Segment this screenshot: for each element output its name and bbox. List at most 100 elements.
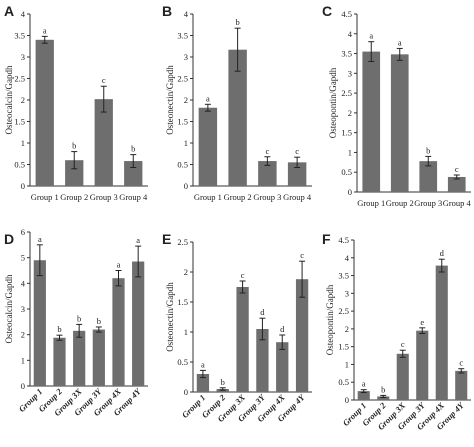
- panel-letter: B: [162, 3, 172, 19]
- y-tick-label: 3.5: [14, 31, 25, 41]
- x-tick-label: Group 1: [357, 198, 385, 208]
- y-axis-label: Osteopontin/Gapdh: [328, 67, 338, 138]
- y-tick-label: 4: [184, 9, 189, 19]
- y-tick-label: 1.5: [14, 117, 25, 127]
- significance-letter: c: [102, 75, 106, 85]
- y-tick-label: 1.5: [338, 342, 349, 352]
- y-tick-label: 1: [21, 355, 25, 365]
- y-tick-label: 3: [21, 304, 25, 314]
- significance-letter: d: [440, 248, 445, 258]
- bar: [53, 337, 66, 386]
- bar: [362, 51, 381, 193]
- y-tick-label: 0.5: [14, 160, 25, 170]
- significance-letter: c: [459, 358, 463, 368]
- bar: [94, 99, 113, 186]
- x-tick-label: Group 4: [443, 198, 472, 208]
- bar: [33, 260, 46, 386]
- bar: [435, 265, 448, 400]
- y-tick-label: 2: [21, 330, 25, 340]
- y-axis-label: Osteocalcin/Gapdh: [4, 274, 14, 343]
- significance-letter: d: [260, 307, 265, 317]
- y-tick-label: 1.5: [177, 297, 188, 307]
- significance-letter: a: [369, 31, 373, 41]
- y-tick-label: 0: [21, 381, 25, 391]
- y-tick-label: 0: [21, 181, 25, 191]
- significance-letter: b: [236, 17, 240, 27]
- significance-letter: b: [426, 145, 430, 155]
- significance-letter: c: [455, 164, 459, 174]
- y-tick-label: 1: [348, 147, 352, 157]
- y-axis-label: Osteonectin/Gapdh: [165, 282, 175, 352]
- bar: [196, 374, 210, 392]
- y-tick-label: 2.5: [338, 306, 349, 316]
- panel-letter: C: [322, 3, 332, 19]
- y-tick-label: 2: [348, 108, 352, 118]
- y-tick-label: 2.5: [14, 74, 25, 84]
- y-tick-label: 0: [348, 187, 352, 197]
- significance-letter: a: [38, 234, 42, 244]
- bar: [35, 39, 54, 186]
- bar: [419, 161, 438, 192]
- significance-letter: a: [43, 25, 47, 35]
- y-tick-label: 0.5: [338, 377, 349, 387]
- significance-letter: a: [206, 93, 210, 103]
- significance-letter: b: [221, 377, 225, 387]
- significance-letter: d: [280, 324, 285, 334]
- bar: [390, 54, 409, 193]
- bar: [396, 353, 409, 400]
- bar: [416, 330, 429, 400]
- y-tick-label: 2.5: [177, 74, 188, 84]
- y-tick-label: 3.5: [341, 49, 352, 59]
- y-axis-label: Osteopontin/Gapdh: [325, 284, 335, 355]
- y-tick-label: 1.5: [177, 117, 188, 127]
- panel-letter: A: [4, 3, 14, 19]
- bar: [112, 278, 125, 386]
- y-tick-label: 0: [184, 387, 188, 397]
- y-tick-label: 0.5: [177, 357, 188, 367]
- y-tick-label: 4.5: [341, 9, 352, 19]
- bar: [132, 261, 145, 386]
- y-tick-label: 0: [345, 395, 349, 405]
- x-tick-label: Group 3: [90, 192, 118, 202]
- bar: [287, 162, 307, 186]
- y-tick-label: 2: [184, 95, 188, 105]
- y-tick-label: 0: [184, 181, 188, 191]
- y-tick-label: 5: [21, 253, 25, 263]
- panel-letter: E: [162, 231, 171, 247]
- significance-letter: c: [241, 270, 245, 280]
- panel-letter: D: [4, 231, 14, 247]
- y-tick-label: 3.5: [338, 271, 349, 281]
- bar: [124, 161, 143, 186]
- bar: [377, 396, 390, 400]
- x-tick-label: Group 1: [194, 192, 222, 202]
- y-tick-label: 2: [21, 95, 25, 105]
- y-tick-label: 2.5: [341, 88, 352, 98]
- bar: [447, 176, 466, 192]
- bar: [198, 107, 218, 186]
- x-tick-label: Group 2: [224, 192, 252, 202]
- x-tick-label: Group 2: [386, 198, 414, 208]
- y-tick-label: 3: [348, 68, 352, 78]
- significance-letter: c: [300, 250, 304, 260]
- y-tick-label: 4: [348, 29, 353, 39]
- y-tick-label: 3: [21, 52, 25, 62]
- bar: [73, 330, 86, 386]
- significance-letter: a: [117, 260, 121, 270]
- significance-letter: b: [72, 141, 76, 151]
- y-axis-label: Osteocalcin/Gapdh: [4, 65, 14, 134]
- significance-letter: c: [401, 339, 405, 349]
- x-tick-label: Group 2: [60, 192, 88, 202]
- significance-letter: b: [131, 144, 135, 154]
- bar: [256, 329, 269, 392]
- y-tick-label: 4: [345, 253, 350, 263]
- y-tick-label: 1: [184, 138, 188, 148]
- significance-letter: b: [381, 384, 385, 394]
- significance-letter: c: [265, 146, 269, 156]
- x-tick-label: Group 3: [414, 198, 442, 208]
- bar: [295, 279, 309, 392]
- y-tick-label: 1: [21, 138, 25, 148]
- bar: [228, 49, 247, 186]
- y-tick-label: 1.5: [341, 128, 352, 138]
- y-tick-label: 2: [345, 324, 349, 334]
